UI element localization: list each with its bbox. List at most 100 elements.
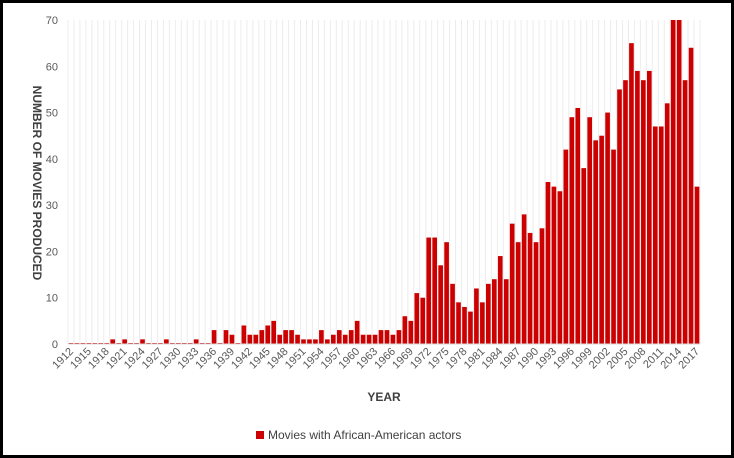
bar-1955 [325,339,330,344]
bar-1989 [527,232,533,344]
legend-label: Movies with African-American actors [268,428,461,442]
y-tick-label: 50 [46,108,58,120]
y-tick-label: 0 [52,339,58,351]
bar-1958 [342,334,348,344]
bar-2006 [629,43,634,344]
legend: Movies with African-American actors [256,428,461,442]
bar-1961 [360,334,366,344]
bar-1953 [313,339,318,344]
x-tick-label: 2017 [676,346,702,372]
bar-2001 [599,135,604,344]
bar-1941 [241,325,247,344]
bar-1977 [456,302,461,344]
bar-1956 [331,334,336,344]
bar-2014 [676,20,682,344]
bar-1942 [247,334,253,344]
bar-1945 [265,325,271,344]
bar-1948 [283,330,288,344]
bar-2002 [605,112,610,344]
bar-1991 [539,228,545,344]
bar-1984 [497,256,503,344]
bar-1974 [438,265,443,344]
x-axis-ticks: 1912191519181921192419271930193319361939… [50,346,702,372]
bar-2008 [641,80,646,345]
gridlines [67,20,701,344]
bar-1944 [259,330,265,344]
x-axis-title: YEAR [367,390,401,404]
y-axis-title: NUMBER OF MOVIES PRODUCED [30,86,44,281]
y-tick-label: 20 [46,246,58,258]
bar-1994 [557,191,563,344]
y-axis-ticks: 0 10 20 30 40 50 60 70 [46,15,58,351]
bar-1972 [426,237,432,344]
bar-1968 [402,316,408,344]
y-tick-label: 30 [46,200,58,212]
bar-2009 [647,70,652,344]
bar-1976 [450,283,455,344]
bar-1951 [301,339,306,344]
bar-2003 [611,149,616,344]
bar-2010 [652,126,658,345]
y-tick-label: 60 [46,61,58,73]
bar-1995 [563,149,569,344]
bar-2004 [617,89,622,345]
bar-1928 [164,339,169,344]
bar-1997 [575,107,581,344]
bar-1999 [587,117,593,344]
bar-1962 [366,334,372,344]
bar-2012 [664,103,670,344]
bar-1959 [348,330,354,344]
bar-1938 [223,330,229,344]
bar-1981 [480,302,485,344]
bar-1919 [110,339,116,344]
bar-1936 [211,330,217,344]
bar-1939 [229,334,235,344]
legend-swatch [256,431,264,439]
bar-1954 [319,330,324,344]
bar-1979 [468,311,473,344]
bar-1993 [551,186,557,344]
bar-1970 [414,293,420,344]
y-tick-label: 10 [46,293,58,305]
bars [68,20,700,345]
bar-1988 [521,214,527,344]
bar-1963 [372,334,378,344]
bar-1947 [277,334,282,344]
bar-2013 [670,20,676,344]
bar-1933 [193,339,199,344]
bar-1978 [462,306,467,344]
bar-2011 [658,126,664,345]
bar-1969 [408,320,414,344]
bar-1966 [390,334,396,344]
y-tick-label: 40 [46,154,58,166]
bar-1982 [486,283,491,344]
bar-2005 [623,80,628,345]
bar-1975 [444,242,449,344]
bar-1957 [336,330,342,344]
bar-1949 [289,330,294,344]
y-tick-label: 70 [46,15,58,27]
bar-2017 [694,186,700,344]
bar-1965 [384,330,390,344]
bar-1921 [122,339,127,344]
bar-1987 [515,242,521,344]
bar-1980 [474,288,479,344]
bar-2015 [682,80,688,345]
bar-1990 [533,242,539,344]
bar-1924 [140,339,145,344]
bar-1992 [545,182,551,344]
bar-1998 [581,168,587,344]
bar-2007 [635,70,640,344]
bar-1967 [396,330,402,344]
bar-1985 [503,279,509,344]
bar-1943 [253,334,259,344]
bar-2016 [688,47,694,345]
bar-1960 [354,320,360,344]
bar-1946 [271,320,277,344]
bar-1952 [307,339,312,344]
bar-1986 [509,223,515,344]
bar-1964 [378,330,384,344]
bar-2000 [593,140,598,344]
bar-1996 [569,117,575,344]
